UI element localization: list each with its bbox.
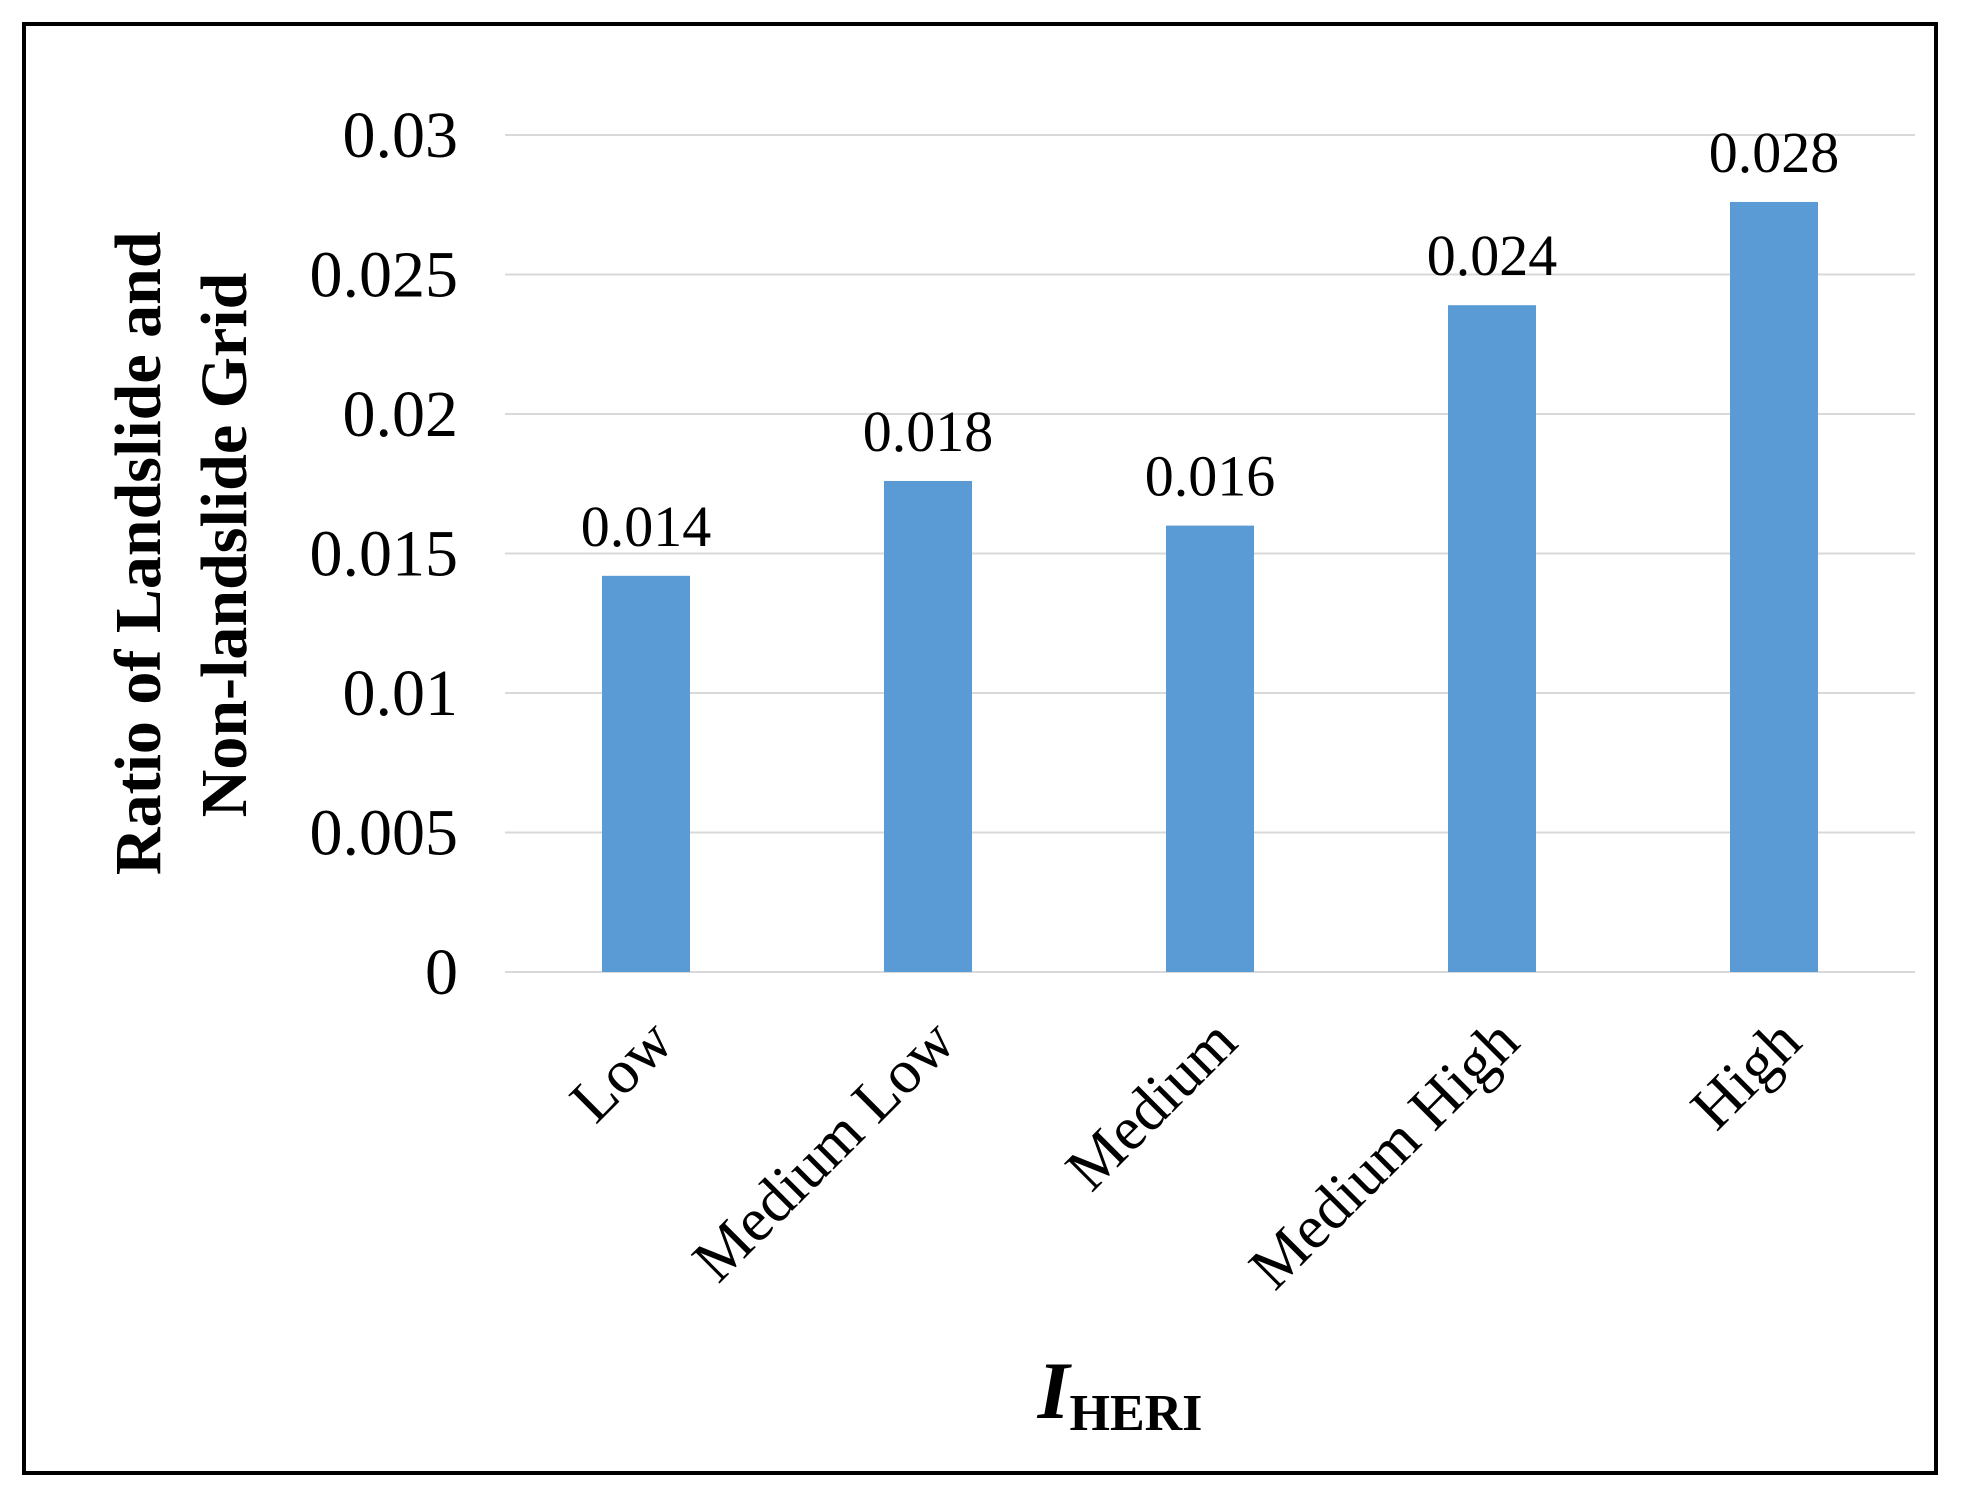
bar <box>1448 305 1536 972</box>
y-axis-label-line-1: Ratio of Landslide and <box>102 231 175 875</box>
y-tick-label: 0 <box>425 936 458 1009</box>
y-axis-label-line-2: Non-landslide Grid <box>188 273 261 818</box>
x-tick-label: Medium High <box>1237 1007 1532 1302</box>
y-tick-label: 0.025 <box>310 239 459 312</box>
y-axis-ticks: 0 0.005 0.01 0.015 0.02 0.025 0.03 <box>310 99 459 1009</box>
data-label: 0.016 <box>1145 444 1276 509</box>
y-tick-label: 0.005 <box>310 797 459 870</box>
bar <box>884 480 972 972</box>
bar <box>1730 201 1818 972</box>
bar <box>1166 525 1254 972</box>
x-tick-label: Medium <box>1053 1007 1250 1204</box>
x-axis-label-subscript: HERI <box>1070 1385 1203 1442</box>
data-label: 0.024 <box>1427 223 1558 288</box>
x-axis-label-main: I <box>1037 1345 1073 1436</box>
data-label: 0.018 <box>863 399 994 464</box>
y-tick-label: 0.015 <box>310 518 459 591</box>
y-tick-label: 0.03 <box>343 99 459 172</box>
y-tick-label: 0.02 <box>343 378 459 451</box>
y-tick-label: 0.01 <box>343 657 459 730</box>
data-label: 0.014 <box>581 494 712 559</box>
bars <box>602 201 1818 972</box>
x-tick-label: High <box>1678 1007 1814 1143</box>
chart-frame <box>22 22 1938 1475</box>
x-tick-label: Medium Low <box>680 1007 968 1295</box>
y-axis-label: Ratio of Landslide and Non-landslide Gri… <box>102 215 261 875</box>
gridlines <box>505 134 1915 973</box>
data-label: 0.028 <box>1709 120 1840 185</box>
x-axis-label: IHERI <box>1037 1345 1203 1442</box>
bar <box>602 575 690 972</box>
data-labels: 0.014 0.018 0.016 0.024 0.028 <box>581 120 1840 559</box>
x-tick-label: Low <box>557 1007 686 1136</box>
